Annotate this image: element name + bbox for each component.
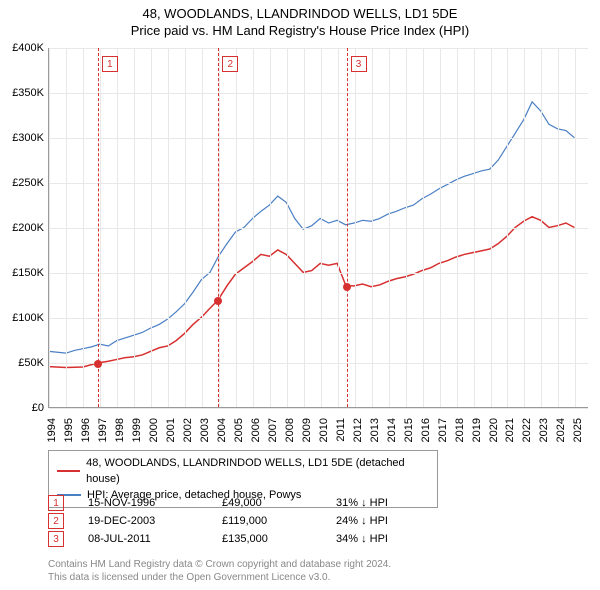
legend-row-price: 48, WOODLANDS, LLANDRINDOD WELLS, LD1 5D… — [57, 455, 429, 487]
x-tick-label: 1996 — [80, 418, 92, 442]
title-sub: Price paid vs. HM Land Registry's House … — [0, 23, 600, 38]
x-tick-label: 2002 — [182, 418, 194, 442]
x-tick-label: 2020 — [488, 418, 500, 442]
y-tick-label: £50K — [0, 357, 44, 369]
event-delta: 31% ↓ HPI — [336, 497, 436, 509]
y-tick-label: £0 — [0, 402, 44, 414]
event-num: 1 — [48, 495, 64, 511]
x-tick-label: 1998 — [114, 418, 126, 442]
x-tick-label: 2001 — [165, 418, 177, 442]
y-tick-label: £300K — [0, 132, 44, 144]
x-tick-label: 2000 — [148, 418, 160, 442]
x-tick-label: 2018 — [454, 418, 466, 442]
sale-dot — [94, 360, 102, 368]
event-vline — [218, 48, 219, 407]
y-tick-label: £100K — [0, 312, 44, 324]
series-line-price_paid — [49, 217, 574, 368]
event-vline — [347, 48, 348, 407]
x-tick-label: 2003 — [199, 418, 211, 442]
title-main: 48, WOODLANDS, LLANDRINDOD WELLS, LD1 5D… — [0, 6, 600, 21]
event-row: 3 08-JUL-2011 £135,000 34% ↓ HPI — [48, 530, 436, 548]
event-delta: 34% ↓ HPI — [336, 533, 436, 545]
event-row: 1 15-NOV-1996 £49,000 31% ↓ HPI — [48, 494, 436, 512]
x-tick-label: 2004 — [216, 418, 228, 442]
event-marker: 3 — [351, 56, 367, 72]
x-tick-label: 1997 — [97, 418, 109, 442]
y-tick-label: £400K — [0, 42, 44, 54]
x-tick-label: 2005 — [233, 418, 245, 442]
x-tick-label: 2013 — [369, 418, 381, 442]
legend-swatch — [57, 470, 80, 472]
event-price: £119,000 — [222, 515, 312, 527]
x-tick-label: 2007 — [267, 418, 279, 442]
event-delta: 24% ↓ HPI — [336, 515, 436, 527]
event-date: 19-DEC-2003 — [88, 515, 198, 527]
event-num: 2 — [48, 513, 64, 529]
legend-label: 48, WOODLANDS, LLANDRINDOD WELLS, LD1 5D… — [86, 455, 429, 487]
event-date: 15-NOV-1996 — [88, 497, 198, 509]
x-tick-label: 2016 — [420, 418, 432, 442]
x-tick-label: 2017 — [437, 418, 449, 442]
y-tick-label: £200K — [0, 222, 44, 234]
event-vline — [98, 48, 99, 407]
event-row: 2 19-DEC-2003 £119,000 24% ↓ HPI — [48, 512, 436, 530]
x-tick-label: 2021 — [504, 418, 516, 442]
x-tick-label: 2022 — [521, 418, 533, 442]
event-price: £49,000 — [222, 497, 312, 509]
x-tick-label: 2015 — [403, 418, 415, 442]
x-tick-label: 2019 — [471, 418, 483, 442]
x-tick-label: 2010 — [318, 418, 330, 442]
y-tick-label: £350K — [0, 87, 44, 99]
x-tick-label: 2009 — [301, 418, 313, 442]
x-tick-label: 2011 — [335, 418, 347, 442]
event-num: 3 — [48, 531, 64, 547]
event-date: 08-JUL-2011 — [88, 533, 198, 545]
events-table: 1 15-NOV-1996 £49,000 31% ↓ HPI 2 19-DEC-2003… — [48, 494, 436, 548]
x-tick-label: 2025 — [572, 418, 584, 442]
x-tick-label: 2023 — [538, 418, 550, 442]
x-tick-label: 2014 — [386, 418, 398, 442]
event-marker: 2 — [222, 56, 238, 72]
attribution-text: Contains HM Land Registry data © Crown c… — [48, 558, 391, 584]
y-tick-label: £150K — [0, 267, 44, 279]
x-tick-label: 2008 — [284, 418, 296, 442]
x-tick-label: 2006 — [250, 418, 262, 442]
x-tick-label: 2012 — [352, 418, 364, 442]
sale-dot — [343, 283, 351, 291]
chart-container: 48, WOODLANDS, LLANDRINDOD WELLS, LD1 5D… — [0, 0, 600, 590]
x-tick-label: 1999 — [131, 418, 143, 442]
titles: 48, WOODLANDS, LLANDRINDOD WELLS, LD1 5D… — [0, 0, 600, 38]
x-tick-label: 1994 — [46, 418, 58, 442]
chart-plot-area: 1 2 3 — [48, 48, 588, 408]
y-tick-label: £250K — [0, 177, 44, 189]
x-tick-label: 1995 — [63, 418, 75, 442]
sale-dot — [214, 297, 222, 305]
x-tick-label: 2024 — [555, 418, 567, 442]
event-price: £135,000 — [222, 533, 312, 545]
event-marker: 1 — [102, 56, 118, 72]
